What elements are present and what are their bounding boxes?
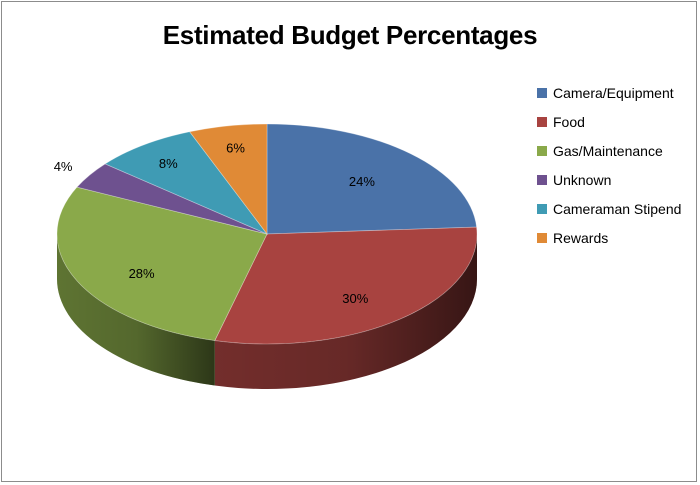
slice-cameraman-stipend [104,131,269,235]
pie-top-faces [56,123,478,345]
slice-camera-equipment [266,123,478,235]
side-food-shade [214,234,477,390]
legend-swatch [537,232,547,243]
data-label-unknown: 4% [54,159,73,174]
chart-title: Estimated Budget Percentages [162,20,538,50]
legend-swatch [537,145,547,156]
legend-swatch [537,174,547,185]
legend-label: Unknown [553,171,612,188]
legend-label: Food [553,113,585,130]
data-label-rewards: 6% [226,141,245,156]
legend-item-camera-equipment: Camera/Equipment [537,78,681,107]
legend: Camera/Equipment Food Gas/Maintenance Unkno… [537,78,681,252]
slice-food [214,226,478,345]
legend-item-gas-maintenance: Gas/Maintenance [537,136,681,165]
legend-item-cameraman-stipend: Cameraman Stipend [537,194,681,223]
side-gas-maintenance-shade [56,234,215,386]
pie-side-walls [56,234,477,390]
legend-label: Camera/Equipment [553,84,674,101]
legend-swatch [537,116,547,127]
legend-label: Rewards [553,229,609,246]
slice-rewards [188,123,268,236]
pie-data-labels: 24% 30% 28% 4% 8% 6% [54,141,376,306]
data-label-camera-equipment: 24% [349,174,375,189]
data-label-cameraman-stipend: 8% [159,156,178,171]
legend-swatch [537,87,547,98]
legend-label: Gas/Maintenance [553,142,663,159]
legend-swatch [537,203,547,214]
slice-unknown [76,163,268,235]
legend-item-rewards: Rewards [537,223,681,252]
legend-item-unknown: Unknown [537,165,681,194]
slice-gas-maintenance [56,186,268,341]
legend-item-food: Food [537,107,681,136]
data-label-gas-maintenance: 28% [129,266,155,281]
data-label-food: 30% [342,291,368,306]
legend-label: Cameraman Stipend [553,200,682,217]
